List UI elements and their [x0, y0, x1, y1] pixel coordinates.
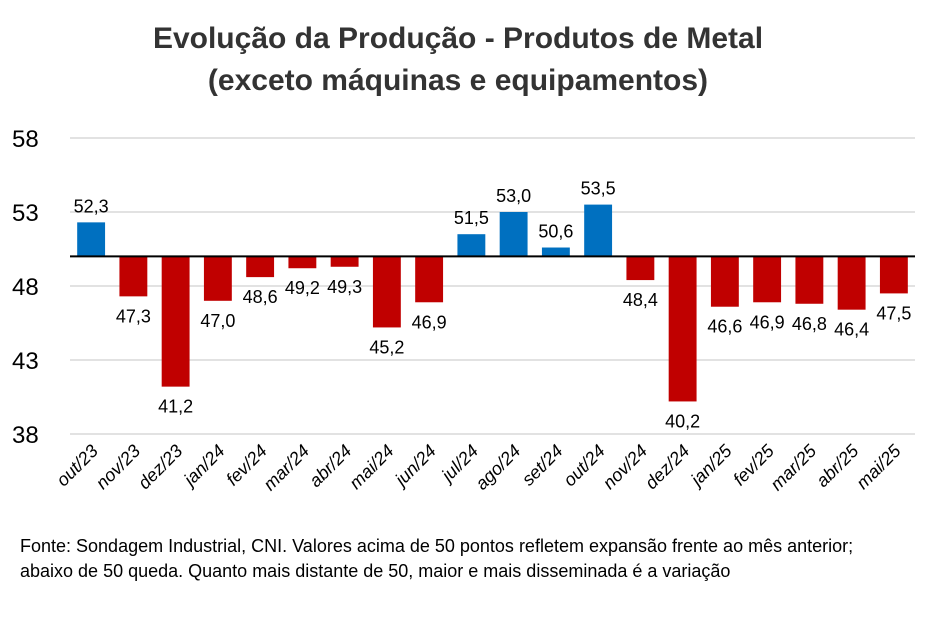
bar-mar-24 [288, 256, 317, 269]
bar-chart: 38 43 48 53 58 52,3 47,3 41,2 47,0 48,6 49,2 49,3 4… [12, 126, 915, 494]
bar-dez-24 [668, 256, 697, 402]
data-label: 46,9 [412, 312, 447, 332]
x-category-label: jan/24 [178, 441, 229, 492]
data-label: 49,3 [327, 277, 362, 297]
bar-nov-24 [626, 256, 655, 281]
y-axis-ticks: 38 43 48 53 58 [12, 126, 39, 449]
data-label: 47,5 [876, 303, 911, 323]
data-label: 40,2 [665, 411, 700, 431]
data-label: 51,5 [454, 208, 489, 228]
x-category-label: mai/24 [345, 441, 397, 493]
data-labels: 52,3 47,3 41,2 47,0 48,6 49,2 49,3 45,2 46,9 51,5… [74, 179, 912, 432]
data-label: 50,6 [538, 222, 573, 242]
chart-title-line-2: (exceto máquinas e equipamentos) [207, 64, 709, 97]
bar-fev-25 [753, 256, 782, 303]
x-category-label: abr/24 [305, 441, 355, 491]
bar-set-24 [541, 247, 570, 257]
data-label: 45,2 [369, 337, 404, 357]
data-label: 49,2 [285, 278, 320, 298]
bar-ago-24 [499, 212, 528, 257]
gridlines [70, 137, 915, 435]
data-label: 41,2 [158, 397, 193, 417]
y-tick-label: 38 [12, 422, 39, 449]
x-category-label: mai/25 [852, 440, 905, 493]
chart-title-line-1: Evolução da Produção - Produtos de Metal [152, 22, 764, 55]
data-label: 53,0 [496, 186, 531, 206]
bar-abr-24 [330, 256, 359, 267]
bar-dez-23 [161, 256, 190, 387]
data-label: 46,8 [792, 314, 827, 334]
data-label: 46,6 [707, 317, 742, 337]
bar-mai-24 [372, 256, 401, 328]
bar-fev-24 [246, 256, 275, 278]
x-category-label: dez/24 [641, 441, 693, 493]
x-category-label: nov/24 [599, 441, 651, 493]
data-label: 48,4 [623, 290, 658, 310]
source-note: Fonte: Sondagem Industrial, CNI. Valores… [20, 536, 854, 581]
data-label: 52,3 [74, 196, 109, 216]
x-axis-categories: out/23nov/23dez/23jan/24fev/24mar/24abr/… [52, 440, 905, 494]
bars [77, 204, 908, 402]
chart-title: Evolução da Produção - Produtos de Metal… [0, 18, 916, 102]
data-label: 47,3 [116, 306, 151, 326]
bar-nov-23 [119, 256, 148, 297]
x-category-label: nov/23 [92, 441, 144, 493]
x-category-label: set/24 [518, 441, 567, 490]
data-label: 47,0 [200, 311, 235, 331]
bar-jun-24 [415, 256, 444, 303]
x-category-label: dez/23 [134, 441, 186, 493]
y-tick-label: 58 [12, 126, 39, 153]
data-label: 46,9 [750, 312, 785, 332]
bar-out-23 [77, 222, 106, 257]
x-category-label: ago/24 [471, 441, 524, 494]
data-label: 46,4 [834, 320, 869, 340]
y-tick-label: 53 [12, 200, 39, 227]
bar-jan-24 [203, 256, 232, 301]
x-category-label: mar/25 [766, 440, 820, 494]
x-category-label: jun/24 [389, 441, 440, 492]
bar-abr-25 [837, 256, 866, 310]
y-tick-label: 43 [12, 348, 39, 375]
x-category-label: jan/25 [685, 440, 737, 492]
bar-jul-24 [457, 234, 486, 257]
bar-mar-25 [795, 256, 824, 304]
bar-out-24 [584, 204, 613, 257]
bar-jan-25 [710, 256, 739, 307]
data-label: 53,5 [581, 179, 616, 199]
x-category-label: mar/24 [259, 441, 313, 495]
bar-mai-25 [879, 256, 908, 294]
data-label: 48,6 [243, 287, 278, 307]
y-tick-label: 48 [12, 274, 39, 301]
